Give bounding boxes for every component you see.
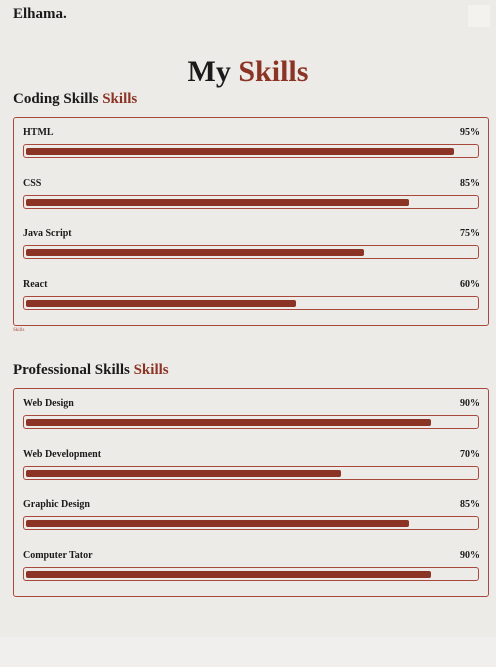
progress-track [23, 516, 479, 530]
skill-percent: 75% [460, 228, 480, 239]
skill-name: React [23, 278, 48, 290]
skill-percent: 95% [460, 127, 480, 138]
progress-bar [26, 249, 364, 256]
page-title: My Skills [0, 55, 496, 89]
section-title-text: Coding Skills [13, 91, 99, 107]
skill-item: Web Design 90% [23, 398, 480, 442]
skill-name: Web Development [23, 448, 102, 460]
section-title-text: Professional Skills [13, 362, 130, 378]
progress-bar [26, 469, 341, 477]
skill-name: HTML [23, 127, 54, 138]
progress-track [23, 465, 479, 480]
skill-item: HTML 95% [23, 127, 480, 171]
skill-percent: 70% [460, 448, 480, 460]
section-title: Professional Skills Skills [13, 362, 169, 379]
skill-item: Web Development 70% [23, 449, 480, 493]
logo[interactable]: Elhama. [13, 6, 67, 22]
progress-bar [26, 299, 296, 307]
skill-name: Java Script [23, 228, 72, 239]
menu-button[interactable] [468, 5, 490, 27]
progress-track [23, 566, 479, 581]
section-title-accent: Skills [133, 362, 169, 378]
section-footnote: Skills [13, 328, 25, 333]
skills-card: Web Design 90% Web Development 70% Graphic D… [13, 388, 489, 597]
progress-track [23, 295, 479, 310]
skill-name: Computer Tator [23, 549, 93, 561]
skill-item: Graphic Design 85% [23, 499, 480, 543]
skill-name: Web Design [23, 398, 74, 409]
section-title-accent: Skills [102, 91, 138, 107]
progress-bar [26, 520, 409, 527]
skill-item: Computer Tator 90% [23, 550, 480, 594]
progress-track [23, 144, 479, 158]
skill-percent: 90% [460, 549, 480, 561]
skill-percent: 60% [460, 278, 480, 290]
title-accent: Skills [238, 55, 309, 88]
progress-bar [26, 198, 409, 206]
progress-bar [26, 419, 431, 426]
skills-card: HTML 95% CSS 85% Java Script 75% React 60% [13, 117, 489, 326]
section-title: Coding Skills Skills [13, 91, 137, 108]
skill-item: React 60% [23, 279, 480, 323]
footer [0, 637, 496, 667]
progress-bar [26, 148, 454, 155]
progress-track [23, 245, 479, 259]
skill-percent: 85% [460, 177, 480, 189]
skill-percent: 90% [460, 398, 480, 409]
skill-name: Graphic Design [23, 499, 90, 510]
progress-track [23, 194, 479, 209]
title-main: My [187, 55, 231, 88]
progress-track [23, 415, 479, 429]
skill-name: CSS [23, 177, 42, 189]
skill-percent: 85% [460, 499, 480, 510]
skill-item: Java Script 75% [23, 228, 480, 272]
skill-item: CSS 85% [23, 178, 480, 222]
progress-bar [26, 570, 431, 578]
header: Elhama. [0, 0, 496, 38]
